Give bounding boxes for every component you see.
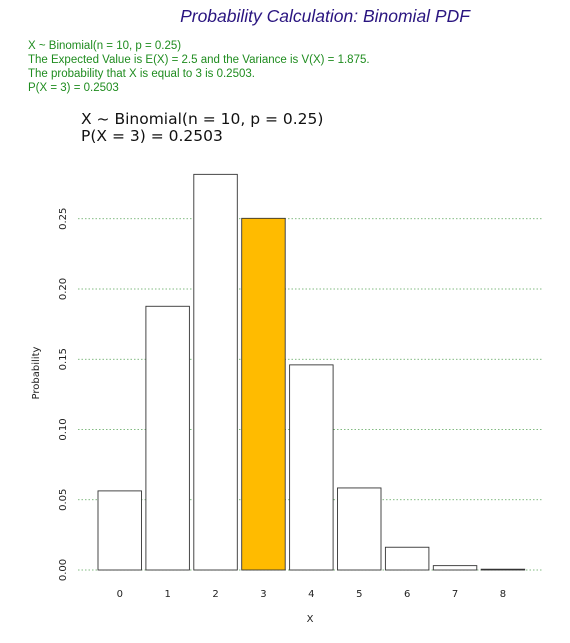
y-tick-label: 0.10: [58, 418, 69, 440]
bar: [145, 305, 190, 571]
bars: [97, 173, 526, 571]
bar: [97, 490, 142, 571]
x-tick-label: 5: [356, 589, 362, 600]
x-tick-label: 4: [308, 589, 314, 600]
summary-line-probability-sentence: The probability that X is equal to 3 is …: [28, 68, 255, 80]
summary-line-distribution: X ~ Binomial(n = 10, p = 0.25): [28, 40, 182, 52]
summary-line-probability: P(X = 3) = 0.2503: [28, 82, 119, 94]
y-axis-label: Probability: [31, 346, 42, 399]
bar-highlighted: [241, 217, 286, 571]
y-tick-label: 0.15: [58, 348, 69, 370]
x-tick-label: 6: [404, 589, 410, 600]
y-tick-label: 0.25: [58, 208, 69, 230]
summary-line-expected-variance: The Expected Value is E(X) = 2.5 and the…: [28, 54, 370, 66]
bar: [337, 487, 382, 571]
x-tick-labels: 0 1 2 3 4 5 6 7 8: [117, 589, 507, 600]
y-tick-label: 0.05: [58, 489, 69, 511]
x-tick-label: 7: [452, 589, 458, 600]
page-title: Probability Calculation: Binomial PDF: [180, 6, 470, 26]
x-axis-label: X: [307, 614, 314, 625]
x-tick-label: 2: [212, 589, 218, 600]
x-tick-label: 0: [117, 589, 123, 600]
y-tick-label: 0.20: [58, 278, 69, 300]
x-tick-label: 8: [500, 589, 506, 600]
x-tick-label: 1: [164, 589, 170, 600]
chart-title-line-2: P(X = 3) = 0.2503: [81, 127, 223, 145]
y-tick-label: 0.00: [58, 559, 69, 581]
summary-text: X ~ Binomial(n = 10, p = 0.25) The Expec…: [28, 39, 370, 95]
bar: [384, 546, 430, 571]
chart-title-line-1: X ~ Binomial(n = 10, p = 0.25): [81, 110, 323, 128]
bar: [289, 364, 334, 571]
bar: [432, 565, 478, 571]
bar: [480, 568, 526, 571]
y-tick-labels: 0.00 0.05 0.10 0.15 0.20 0.25: [58, 208, 69, 582]
bar: [193, 173, 238, 571]
x-tick-label: 3: [260, 589, 266, 600]
